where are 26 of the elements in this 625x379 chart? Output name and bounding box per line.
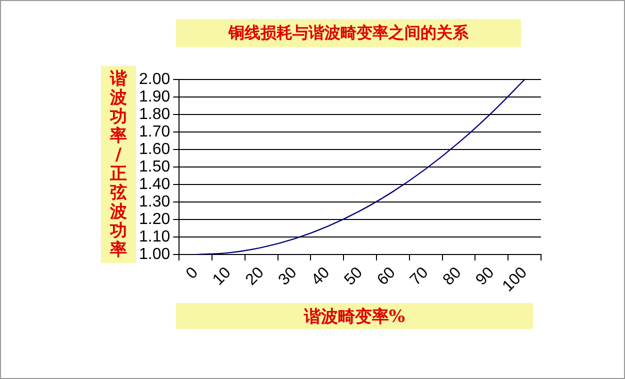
x-tick-label: 50	[341, 264, 366, 289]
y-tick-label: 1.80	[139, 106, 170, 123]
x-tick-label: 70	[407, 264, 432, 289]
y-tick-label: 1.90	[139, 88, 170, 106]
y-tick-label: 2.00	[139, 71, 170, 88]
text: 谐波功率/正弦波功率	[110, 68, 127, 260]
y-tick-label: 1.60	[139, 140, 170, 158]
x-tick-label: 100	[500, 264, 531, 296]
y-tick-label: 1.50	[139, 158, 170, 176]
y-tick-label: 1.20	[139, 210, 170, 228]
x-tick-label: 40	[308, 264, 334, 289]
x-tick-label: 20	[242, 264, 268, 289]
x-tick-label: 0	[183, 264, 202, 283]
line-series	[194, 80, 526, 255]
y-tick-label: 1.10	[139, 228, 170, 246]
x-tick-label: 60	[374, 264, 399, 289]
chart-title: 铜线损耗与谐波畸变率之间的关系	[176, 19, 521, 47]
x-tick-label: 80	[440, 264, 465, 289]
x-tick-label: 10	[210, 264, 234, 289]
y-tick-label: 1.30	[139, 193, 170, 210]
x-axis-title: 谐波畸变率%	[176, 303, 533, 329]
y-tick-label: 1.00	[139, 246, 170, 263]
y-tick-label: 1.70	[139, 123, 170, 140]
y-tick-label: 1.40	[139, 176, 170, 193]
x-tick-label: 90	[472, 264, 498, 289]
x-tick-label: 30	[276, 264, 300, 289]
